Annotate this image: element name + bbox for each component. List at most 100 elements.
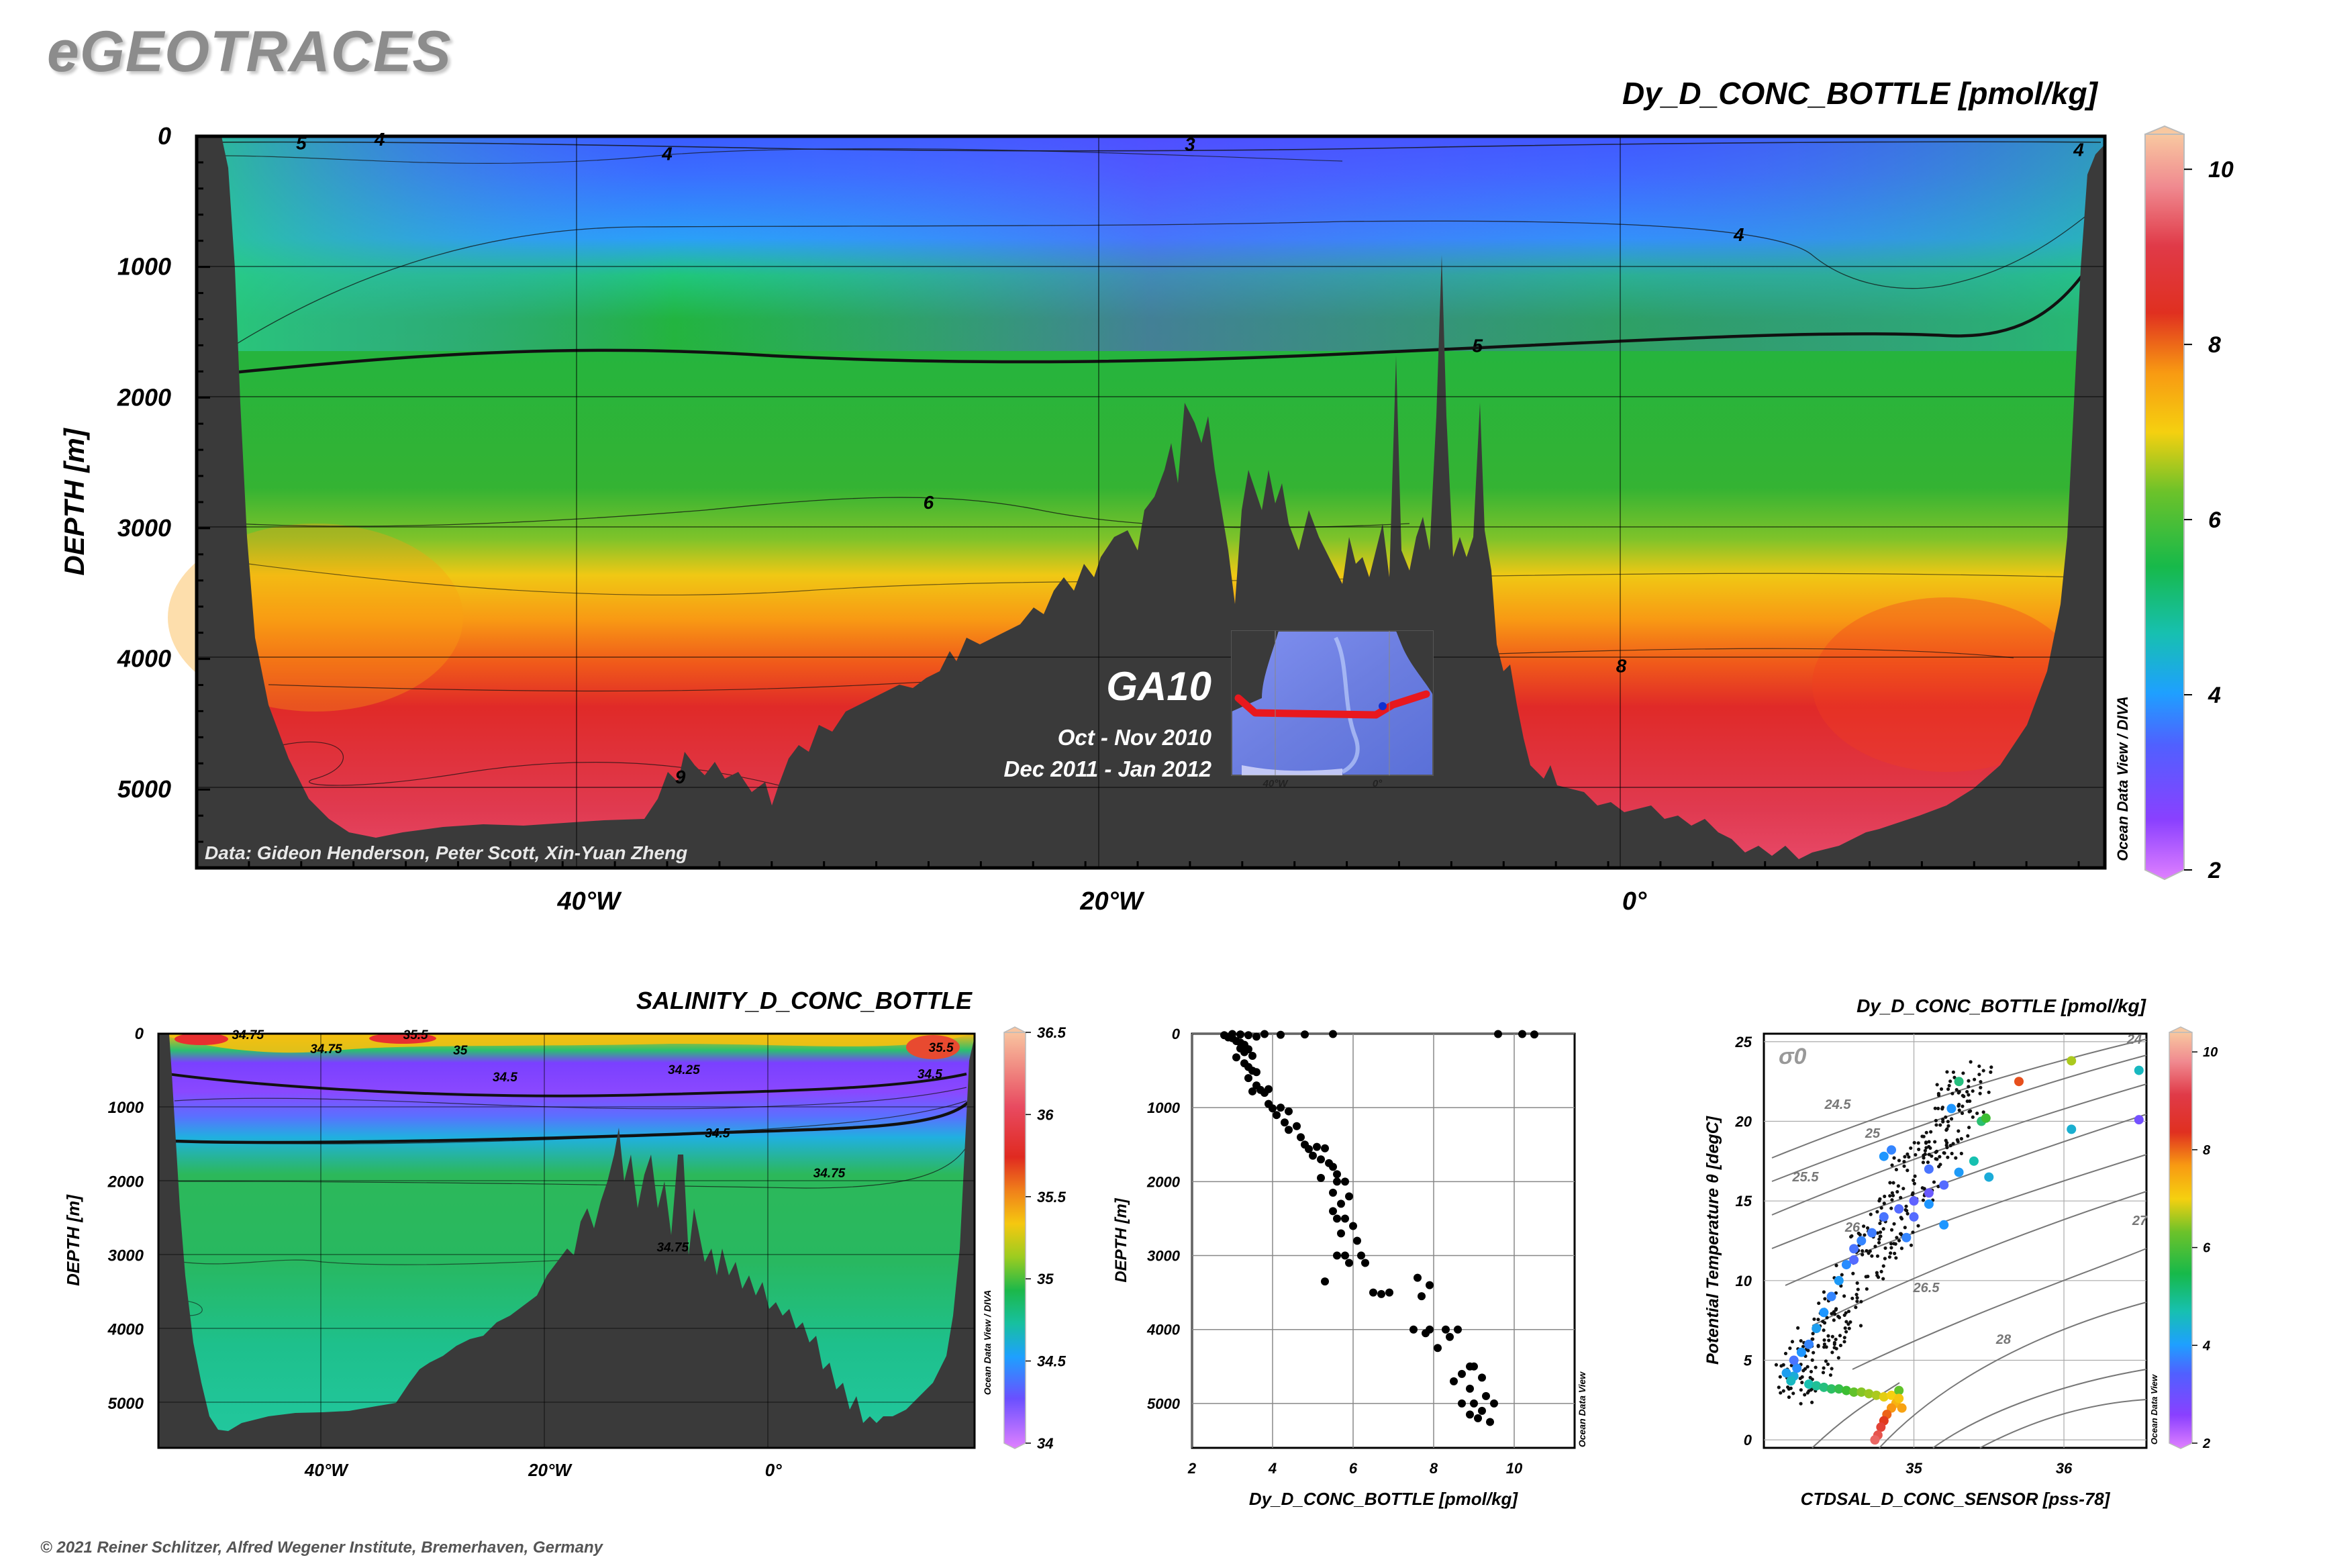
ts-x-axis-label: CTDSAL_D_CONC_SENSOR [pss-78] xyxy=(1801,1489,2111,1509)
profile-point xyxy=(1361,1259,1369,1267)
ts-point xyxy=(1849,1244,1859,1254)
ts-point xyxy=(2134,1065,2144,1075)
salinity-colorbar-tick-4: 36 xyxy=(1037,1106,1054,1123)
ts-point xyxy=(1894,1385,1904,1395)
main-y-tick-3: 3000 xyxy=(117,514,171,542)
profile-point xyxy=(1285,1126,1293,1134)
egeotraces-logo: eGEOTRACES xyxy=(47,19,452,84)
main-contour-label-4: 4 xyxy=(1733,224,1744,245)
profile-point xyxy=(1232,1053,1240,1062)
profile-point xyxy=(1329,1163,1337,1171)
copyright-footer: © 2021 Reiner Schlitzer, Alfred Wegener … xyxy=(40,1538,603,1557)
main-x-tick-labels: 40°W 20°W 0° xyxy=(557,887,1647,916)
main-contour-label-9: 9 xyxy=(675,767,686,787)
profile-point xyxy=(1248,1087,1256,1095)
salinity-colorbar-tick-0: 34 xyxy=(1037,1435,1053,1452)
profile-point xyxy=(1333,1177,1341,1186)
main-ticks xyxy=(195,135,2080,869)
ts-point xyxy=(1781,1368,1791,1378)
profile-point xyxy=(1345,1259,1353,1267)
profile-point xyxy=(1474,1414,1482,1422)
profile-point xyxy=(1260,1089,1269,1097)
profile-point xyxy=(1260,1030,1269,1038)
salinity-x-tick-labels: 40°W 20°W 0° xyxy=(304,1460,782,1480)
main-contour-label-7: 6 xyxy=(924,492,934,513)
ts-x-tick-labels: 35 36 xyxy=(1905,1460,2073,1477)
ts-point xyxy=(1981,1113,1991,1123)
ts-colorbar-tick-3: 8 xyxy=(2203,1143,2211,1158)
salinity-section-panel: SALINITY_D_CONC_BOTTLE 0 1000 2000 3000 xyxy=(63,987,1067,1480)
main-colorbar: 2 4 6 8 10 Ocean Data View / DIVA xyxy=(2114,125,2234,883)
ts-point xyxy=(1804,1339,1814,1349)
ts-sigma-label: σ0 xyxy=(1779,1044,1807,1069)
ts-density-label-6: 27 xyxy=(2132,1214,2148,1228)
cruise-date-2: Dec 2011 - Jan 2012 xyxy=(1004,756,1212,781)
main-colorbar-label: Ocean Data View / DIVA xyxy=(2114,696,2131,861)
main-contour-label-8: 8 xyxy=(1616,655,1627,676)
main-contour-label-5: 4 xyxy=(2073,139,2084,160)
salinity-colorbar-tick-5: 36.5 xyxy=(1037,1024,1067,1041)
ts-point xyxy=(1796,1347,1806,1357)
inset-x-tick-1: 40°W xyxy=(1262,778,1289,789)
profile-point xyxy=(1333,1214,1341,1223)
salinity-bathymetry xyxy=(158,1034,975,1448)
profile-point xyxy=(1333,1170,1341,1179)
ts-point xyxy=(1876,1422,1886,1432)
ts-y-axis-label: Potential Temperature θ [degC] xyxy=(1703,1115,1722,1365)
profile-point xyxy=(1329,1207,1337,1216)
profile-point xyxy=(1470,1399,1478,1408)
salinity-colorbar-label: Ocean Data View / DIVA xyxy=(982,1290,993,1395)
ts-density-label-0: 24 xyxy=(2126,1032,2142,1047)
ts-x-tick-1: 36 xyxy=(2056,1460,2073,1477)
ts-colorbar-tick-0: 2 xyxy=(2202,1436,2210,1451)
salinity-contour-label-10: 34.5 xyxy=(918,1067,942,1081)
profile-y-axis-label: DEPTH [m] xyxy=(1112,1197,1130,1282)
salinity-y-tick-3: 3000 xyxy=(108,1247,144,1265)
salinity-y-tick-labels: 0 1000 2000 3000 4000 5000 xyxy=(107,1025,144,1413)
salinity-contour-label-5: 34.25 xyxy=(668,1063,700,1077)
profile-point xyxy=(1458,1369,1466,1378)
ts-point xyxy=(1924,1188,1934,1198)
ts-point xyxy=(1804,1379,1814,1389)
ts-point xyxy=(1826,1384,1836,1394)
profile-y-tick-0: 0 xyxy=(1172,1026,1181,1042)
salinity-y-tick-1: 1000 xyxy=(108,1099,144,1117)
ts-point xyxy=(2067,1056,2077,1066)
ts-colorbar-tick-4: 10 xyxy=(2203,1045,2218,1060)
profile-point xyxy=(1293,1122,1301,1130)
profile-x-tick-4: 10 xyxy=(1506,1460,1523,1477)
ts-x-tick-0: 35 xyxy=(1905,1460,1922,1477)
ts-point xyxy=(1954,1167,1964,1177)
profile-point xyxy=(1301,1030,1309,1039)
main-colorbar-tick-0: 2 xyxy=(2208,858,2221,883)
ts-point xyxy=(1849,1255,1859,1265)
profile-point xyxy=(1494,1030,1502,1038)
profile-point xyxy=(1273,1111,1281,1120)
profile-scatter-panel: 0 1000 2000 3000 4000 5000 2 4 6 8 10 Dy_D_CONC_B… xyxy=(1112,1026,1587,1509)
profile-point xyxy=(1442,1325,1450,1334)
salinity-hot-mid xyxy=(369,1033,436,1044)
profile-point xyxy=(1341,1214,1349,1223)
ts-point xyxy=(1792,1363,1802,1373)
profile-y-tick-labels: 0 1000 2000 3000 4000 5000 xyxy=(1146,1026,1181,1412)
ts-point xyxy=(1841,1260,1851,1270)
main-section-panel: Dy_D_CONC_BOTTLE [pmol/kg] xyxy=(58,76,2234,916)
ts-point xyxy=(1879,1392,1889,1402)
ts-y-tick-1: 5 xyxy=(1744,1352,1752,1369)
profile-points xyxy=(1220,1030,1538,1426)
ts-background-points xyxy=(1774,1060,1993,1406)
ts-y-tick-4: 20 xyxy=(1735,1114,1752,1130)
ts-density-labels: 24 24.5 25 25.5 26 26.5 27 28 xyxy=(1792,1032,2148,1347)
main-y-tick-4: 4000 xyxy=(117,645,171,673)
profile-point xyxy=(1281,1118,1289,1127)
salinity-contour-label-2: 34.75 xyxy=(310,1042,342,1057)
profile-point xyxy=(1349,1222,1357,1230)
profile-point xyxy=(1244,1031,1252,1040)
profile-point xyxy=(1357,1251,1365,1260)
profile-point xyxy=(1329,1188,1337,1197)
profile-point xyxy=(1321,1277,1329,1286)
salinity-frame xyxy=(157,1032,976,1449)
ts-point xyxy=(1786,1376,1796,1386)
profile-y-tick-2: 2000 xyxy=(1146,1173,1181,1190)
profile-point xyxy=(1345,1192,1353,1201)
